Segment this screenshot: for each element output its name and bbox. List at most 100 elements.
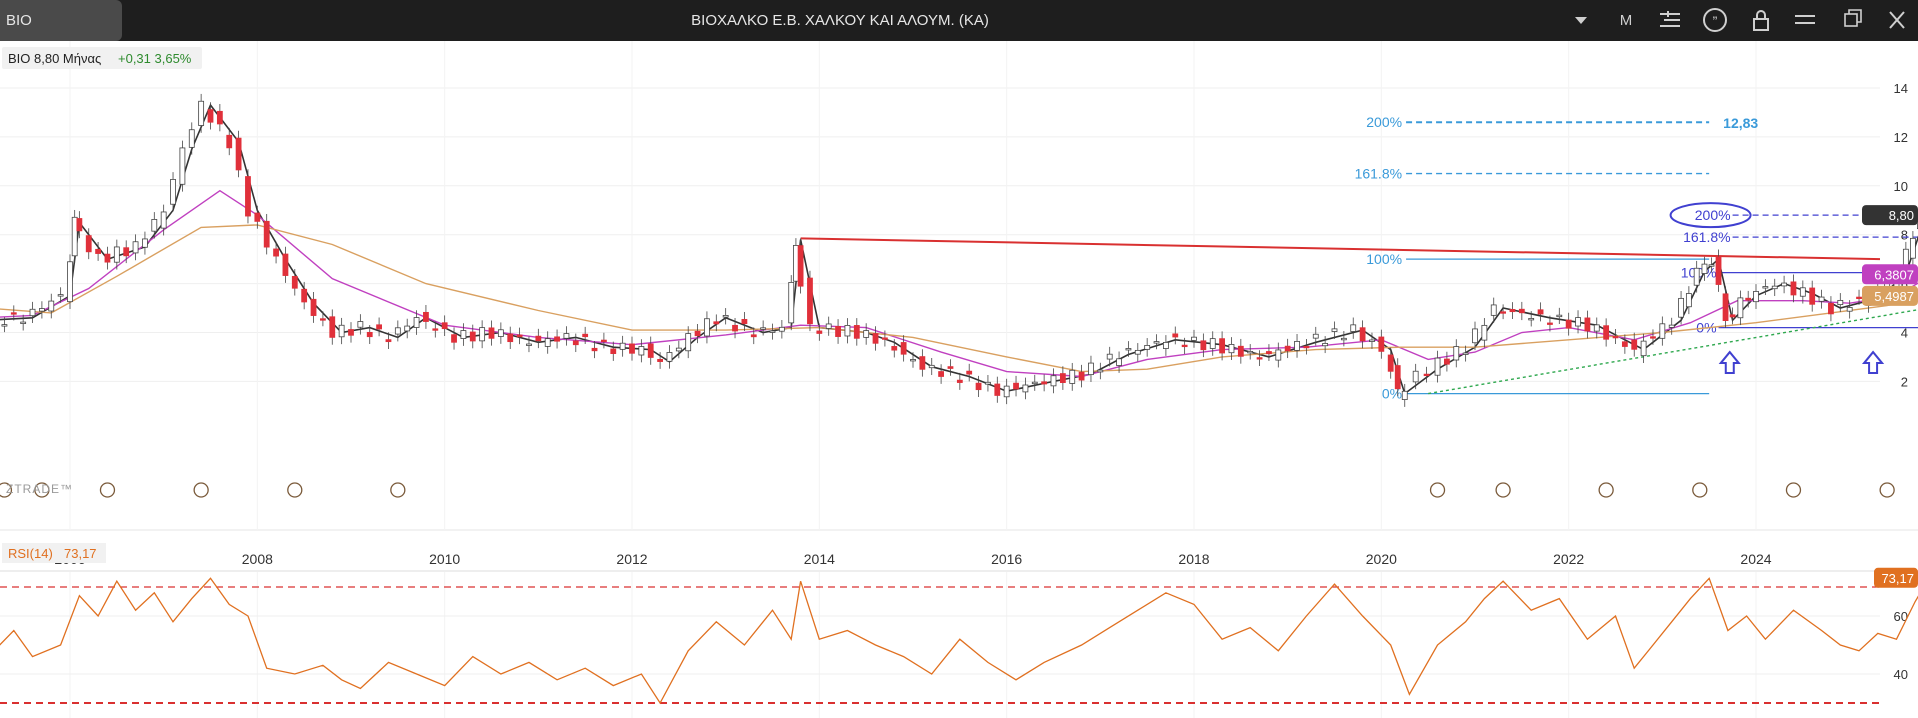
candle-body (123, 247, 130, 257)
price-panel (0, 41, 1918, 531)
lines-icon[interactable] (1655, 0, 1685, 41)
candle-body (1022, 384, 1029, 393)
candle-body (1387, 354, 1394, 372)
candle-body (582, 333, 589, 338)
candle-body (1209, 338, 1216, 349)
candle-body (291, 275, 298, 289)
candle-body (1668, 324, 1675, 328)
candle-body (900, 342, 907, 355)
candle-body (142, 238, 148, 248)
candle-body (675, 347, 682, 352)
price-tag (1862, 205, 1918, 226)
candle-body (891, 346, 898, 351)
candle-body (1312, 333, 1319, 339)
candle-body (1412, 370, 1419, 383)
candle-body (956, 379, 963, 383)
candle-body (113, 246, 120, 263)
candle-body (441, 322, 448, 330)
candle-body (1228, 344, 1235, 354)
x-tick-label: 2010 (429, 551, 460, 567)
candle-body (170, 179, 176, 205)
event-marker (0, 482, 13, 498)
quote-icon[interactable]: ” (1700, 0, 1730, 41)
candle-body (10, 312, 17, 315)
candle-body (629, 343, 635, 354)
candle-body (797, 245, 804, 287)
menu-icon[interactable] (1790, 0, 1820, 41)
symbol-tab[interactable]: BIO (0, 0, 122, 41)
candle-body (1565, 319, 1572, 329)
candle-body (1097, 369, 1104, 373)
fib-extension-1[interactable]: 200% 161.8% 100% 0% 12,83 (1355, 114, 1759, 401)
timeframe-button[interactable]: M (1619, 12, 1633, 29)
candle-body (966, 370, 973, 375)
candle-body (263, 220, 270, 248)
candle-body (1237, 345, 1244, 357)
candle-body (1781, 282, 1787, 287)
resistance-line[interactable] (800, 237, 1881, 261)
event-marker (1495, 482, 1511, 498)
candle-body (1181, 344, 1188, 348)
price-tag (1862, 264, 1918, 285)
chart-area[interactable]: 14121086426040 2006200820102012201420162… (0, 41, 1918, 718)
candle-body (254, 212, 261, 222)
candle-body (39, 308, 45, 312)
event-marker (1692, 482, 1708, 498)
chevron-down-icon[interactable] (1566, 0, 1596, 41)
candle-body (357, 321, 364, 328)
candle-body (1453, 346, 1460, 361)
candle-body (807, 277, 813, 325)
candle-body (1041, 381, 1048, 385)
candle-body (198, 100, 205, 126)
candle-body (825, 323, 832, 329)
candle-body (1303, 345, 1310, 349)
candle-body (1434, 357, 1441, 376)
candle-body (694, 330, 701, 337)
candle-body (1369, 339, 1375, 342)
close-icon[interactable] (1882, 0, 1912, 41)
candle-body (507, 333, 514, 343)
candle-body (1200, 340, 1207, 351)
candle-body (760, 327, 767, 330)
candle-body (1584, 317, 1591, 332)
candle-body (1678, 297, 1684, 318)
candle-body (1462, 352, 1469, 355)
event-marker (1598, 482, 1614, 498)
candle-body (741, 318, 748, 325)
candle-body (179, 147, 186, 185)
price-tag-label: 8,80 (1889, 208, 1914, 223)
fib-level-label: 161.8% (1683, 229, 1730, 245)
rsi-header-bg (2, 543, 106, 563)
highlight-ellipse (1669, 202, 1752, 229)
candle-body (1069, 369, 1076, 384)
candle-body (1846, 307, 1853, 312)
candle-body (704, 318, 710, 337)
candle-body (1256, 357, 1263, 360)
candle-body (554, 336, 560, 342)
fib-level-label: 161.8% (1355, 166, 1402, 182)
candle-body (1729, 314, 1736, 318)
x-tick-label: 2014 (804, 551, 835, 567)
fib-level-label: 200% (1695, 207, 1731, 223)
restore-icon[interactable] (1838, 0, 1868, 41)
candle-body (647, 343, 654, 358)
candle-body (1528, 318, 1535, 321)
candle-body (1116, 358, 1122, 366)
candle-body (563, 333, 570, 339)
candle-body (376, 324, 383, 330)
candle-body (48, 300, 55, 312)
candle-body (938, 371, 944, 377)
x-tick-label: 2018 (1178, 551, 1209, 567)
event-markers (0, 482, 1895, 498)
candle-body (366, 331, 373, 338)
event-marker (1429, 482, 1446, 498)
candle-body (301, 288, 308, 303)
candle-body (638, 346, 645, 356)
candle-body (385, 339, 392, 343)
lock-icon[interactable] (1746, 0, 1776, 41)
candle-body (601, 339, 607, 343)
candle-body (67, 261, 73, 303)
y-tick-label: 10 (1894, 179, 1908, 194)
candle-body (310, 298, 317, 316)
candle-body (750, 334, 757, 338)
